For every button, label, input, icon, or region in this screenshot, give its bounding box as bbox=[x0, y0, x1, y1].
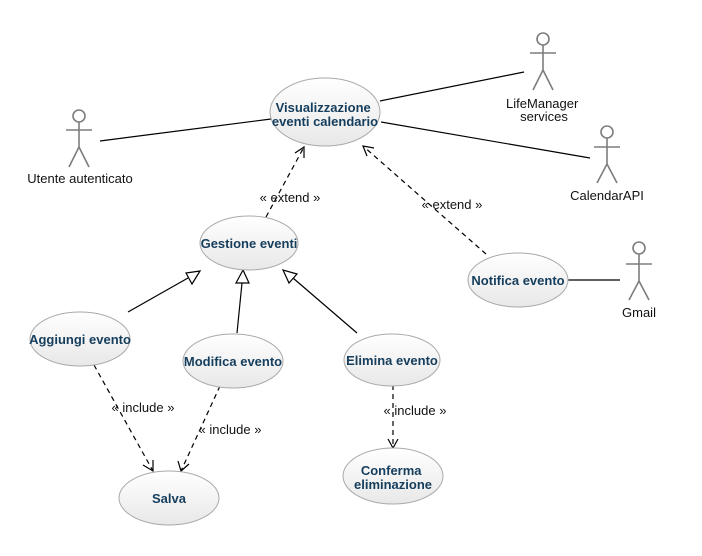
stick-figure-icon bbox=[530, 32, 556, 91]
association-visualizzazione-calendarapi bbox=[380, 121, 591, 159]
use-case-salva: Salva bbox=[118, 470, 220, 526]
generalization-modifica-line bbox=[236, 282, 243, 334]
actor-calendarapi: CalendarAPI bbox=[570, 125, 644, 203]
extend-notifica-arrowhead bbox=[362, 145, 375, 157]
include-aggiungi-label: « include » bbox=[112, 400, 175, 415]
use-case-gestione: Gestione eventi bbox=[199, 215, 299, 271]
use-case-elimina-label: Elimina evento bbox=[346, 353, 438, 368]
extend-notifica-line bbox=[362, 145, 487, 255]
use-case-aggiungi: Aggiungi evento bbox=[29, 311, 131, 367]
association-visualizzazione-lifemanager bbox=[379, 71, 525, 102]
generalization-modifica-triangle bbox=[234, 268, 250, 284]
generalization-elimina-triangle bbox=[281, 269, 299, 285]
use-case-modifica-label: Modifica evento bbox=[184, 354, 282, 369]
use-case-modifica: Modifica evento bbox=[182, 333, 284, 389]
stick-figure-icon bbox=[626, 241, 652, 301]
generalization-aggiungi-line bbox=[127, 277, 189, 313]
actor-calendarapi-label: CalendarAPI bbox=[570, 188, 644, 203]
stick-figure-icon bbox=[594, 125, 620, 184]
include-modifica-line bbox=[180, 385, 221, 472]
use-case-aggiungi-label: Aggiungi evento bbox=[29, 332, 131, 347]
extend-gestione-arrowhead bbox=[294, 145, 305, 158]
actor-lifemanager: LifeManager services bbox=[506, 32, 582, 124]
actor-gmail-label: Gmail bbox=[622, 305, 656, 320]
extend-gestione-line bbox=[265, 146, 305, 218]
use-case-notifica-label: Notifica evento bbox=[471, 273, 564, 288]
use-case-visualizzazione: Visualizzazione eventi calendario bbox=[269, 77, 381, 147]
generalization-elimina-line bbox=[292, 277, 358, 334]
actor-utente-autenticato: Utente autenticato bbox=[27, 109, 133, 186]
actor-utente-label: Utente autenticato bbox=[27, 171, 133, 186]
actor-lifemanager-label: LifeManager services bbox=[506, 96, 582, 124]
generalization-aggiungi-triangle bbox=[185, 270, 202, 286]
include-modifica-arrowhead bbox=[177, 460, 190, 473]
include-aggiungi-line bbox=[93, 364, 154, 472]
use-case-conferma-label: Conferma eliminazione bbox=[354, 463, 432, 492]
association-utente-visualizzazione bbox=[99, 118, 272, 142]
use-case-elimina: Elimina evento bbox=[343, 333, 441, 387]
use-case-visualizzazione-label: Visualizzazione eventi calendario bbox=[272, 100, 378, 129]
stick-figure-icon bbox=[66, 109, 92, 168]
use-case-conferma: Conferma eliminazione bbox=[342, 447, 444, 505]
actor-gmail: Gmail bbox=[622, 241, 656, 320]
use-case-salva-label: Salva bbox=[152, 491, 187, 506]
include-aggiungi-arrowhead bbox=[142, 460, 154, 473]
extend-notifica-label: « extend » bbox=[422, 197, 483, 212]
extend-gestione-label: « extend » bbox=[260, 190, 321, 205]
use-case-notifica: Notifica evento bbox=[467, 252, 569, 308]
use-case-gestione-label: Gestione eventi bbox=[201, 236, 298, 251]
include-modifica-label: « include » bbox=[199, 422, 262, 437]
include-elimina-label: « include » bbox=[384, 403, 447, 418]
